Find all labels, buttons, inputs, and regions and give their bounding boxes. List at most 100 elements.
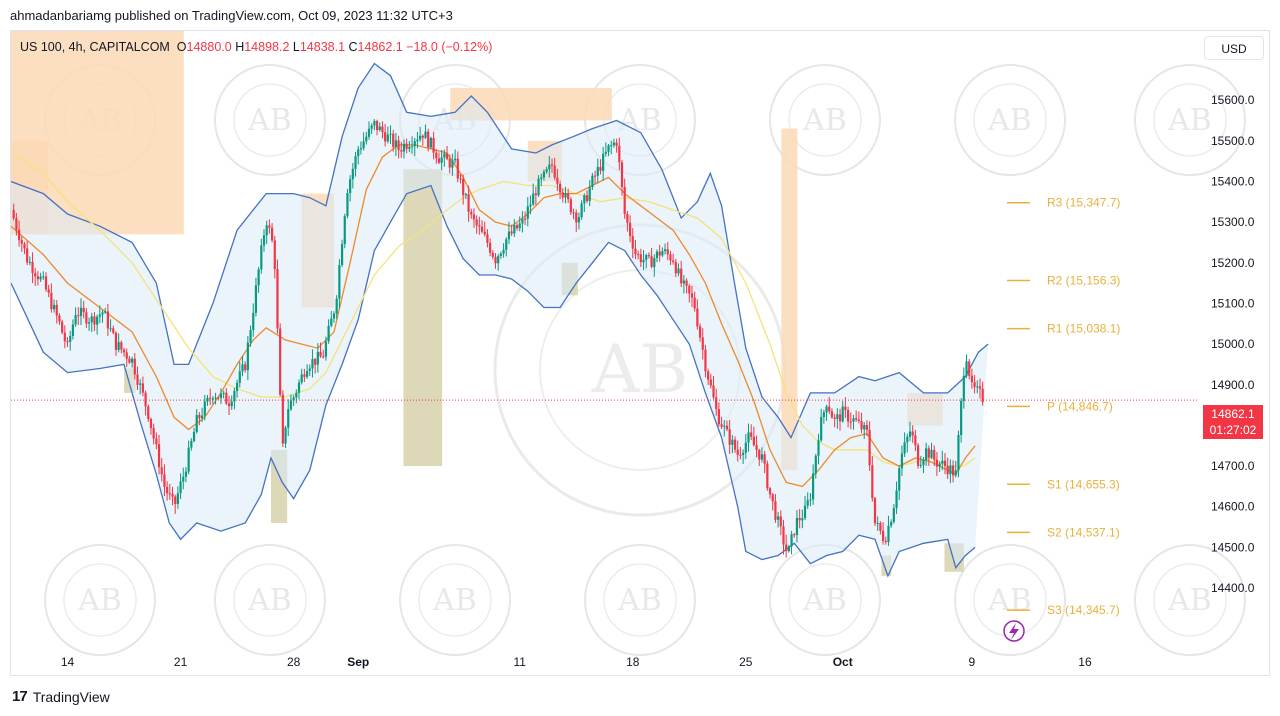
- candle-body: [36, 276, 40, 280]
- candle-body: [176, 493, 179, 504]
- close-value: 14862.1: [357, 40, 403, 54]
- candle-body: [976, 386, 979, 388]
- candle-body: [561, 192, 564, 198]
- candle-body: [890, 521, 893, 526]
- candle-body: [610, 145, 613, 147]
- candle-body: [437, 158, 441, 163]
- y-tick-label: 14900.0: [1211, 378, 1255, 392]
- candle-body: [962, 375, 965, 401]
- candle-body: [938, 463, 941, 467]
- candle-body: [230, 401, 233, 407]
- candle-body: [771, 494, 774, 502]
- candle-body: [141, 383, 144, 393]
- tradingview-logo-icon: 17: [12, 688, 28, 705]
- candle-body: [227, 403, 231, 407]
- candle-body: [822, 412, 825, 418]
- candle-body: [392, 133, 395, 147]
- watermark-ring: [584, 544, 696, 656]
- watermark-text: AB: [802, 103, 847, 138]
- candle-body: [750, 432, 753, 437]
- y-tick-label: 15000.0: [1211, 337, 1255, 351]
- bollinger-upper-line: [11, 62, 989, 439]
- candle-body: [427, 131, 430, 148]
- candle-body: [728, 429, 731, 445]
- candle-body: [615, 142, 618, 146]
- candle-body: [836, 414, 839, 419]
- candle-body: [599, 166, 602, 171]
- candle-body: [763, 454, 766, 464]
- candle-body: [79, 307, 83, 317]
- candle-body: [766, 463, 769, 489]
- candle-body: [300, 374, 303, 383]
- candle-body: [674, 262, 677, 274]
- candle-body: [15, 218, 18, 230]
- candle-body: [892, 508, 895, 522]
- candle-body: [844, 406, 847, 411]
- candle-body: [71, 324, 75, 337]
- candle-body: [669, 254, 672, 261]
- chart-frame[interactable]: [10, 30, 1270, 676]
- candle-body: [876, 522, 879, 524]
- y-tick-label: 14500.0: [1211, 540, 1255, 554]
- candle-body: [69, 336, 72, 342]
- candle-body: [873, 498, 877, 524]
- footer-brand[interactable]: 17 TradingView: [12, 688, 110, 705]
- watermark-ring-inner: [233, 83, 307, 157]
- candle-body: [322, 356, 325, 358]
- watermark-ring-inner: [233, 563, 307, 637]
- candle-body: [602, 153, 605, 171]
- candle-body: [378, 126, 381, 131]
- candle-body: [63, 332, 66, 342]
- candle-body: [486, 234, 489, 243]
- candle-body: [149, 418, 153, 429]
- candle-body: [400, 150, 403, 152]
- candle-body: [182, 476, 185, 482]
- currency-button[interactable]: USD: [1204, 36, 1264, 60]
- candle-body: [712, 385, 715, 398]
- candle-body: [451, 160, 454, 168]
- candle-body: [513, 225, 516, 234]
- candle-body: [585, 195, 589, 201]
- y-tick-label: 14400.0: [1211, 581, 1255, 595]
- candle-body: [580, 203, 583, 218]
- candle-body: [981, 388, 984, 403]
- candle-body: [523, 218, 527, 220]
- close-label: C: [348, 40, 358, 54]
- candle-body: [214, 397, 217, 399]
- candle-body: [416, 139, 419, 142]
- lightning-icon[interactable]: [1003, 620, 1025, 642]
- candle-body: [273, 240, 276, 270]
- candle-body: [534, 193, 537, 196]
- pivot-label: R3 (15,347.7): [1047, 196, 1120, 210]
- candle-body: [157, 444, 161, 468]
- candle-body: [206, 397, 209, 402]
- candle-body: [707, 371, 710, 380]
- candle-body: [17, 229, 21, 241]
- watermark-text: AB: [77, 583, 122, 618]
- candle-body: [241, 364, 244, 372]
- candle-body: [222, 392, 225, 394]
- watermark-text: AB: [1167, 103, 1212, 138]
- candle-body: [688, 285, 691, 294]
- candle-body: [144, 392, 147, 407]
- candle-body: [626, 213, 629, 223]
- x-tick-label: Oct: [833, 655, 853, 669]
- x-tick-label: 25: [739, 655, 753, 669]
- x-tick-label: 16: [1078, 655, 1092, 669]
- candle-body: [820, 417, 823, 441]
- candle-body: [507, 231, 511, 240]
- candle-body: [919, 464, 922, 466]
- candle-body: [66, 341, 69, 343]
- candle-body: [653, 258, 656, 267]
- candle-body: [841, 406, 844, 422]
- low-value: 14838.1: [299, 40, 346, 54]
- candle-body: [639, 254, 642, 263]
- candle-body: [553, 165, 556, 178]
- candle-body: [209, 397, 212, 399]
- candle-body: [628, 222, 632, 237]
- candle-body: [868, 429, 871, 466]
- candle-body: [445, 153, 449, 159]
- candle-body: [106, 311, 109, 329]
- candle-body: [954, 470, 957, 476]
